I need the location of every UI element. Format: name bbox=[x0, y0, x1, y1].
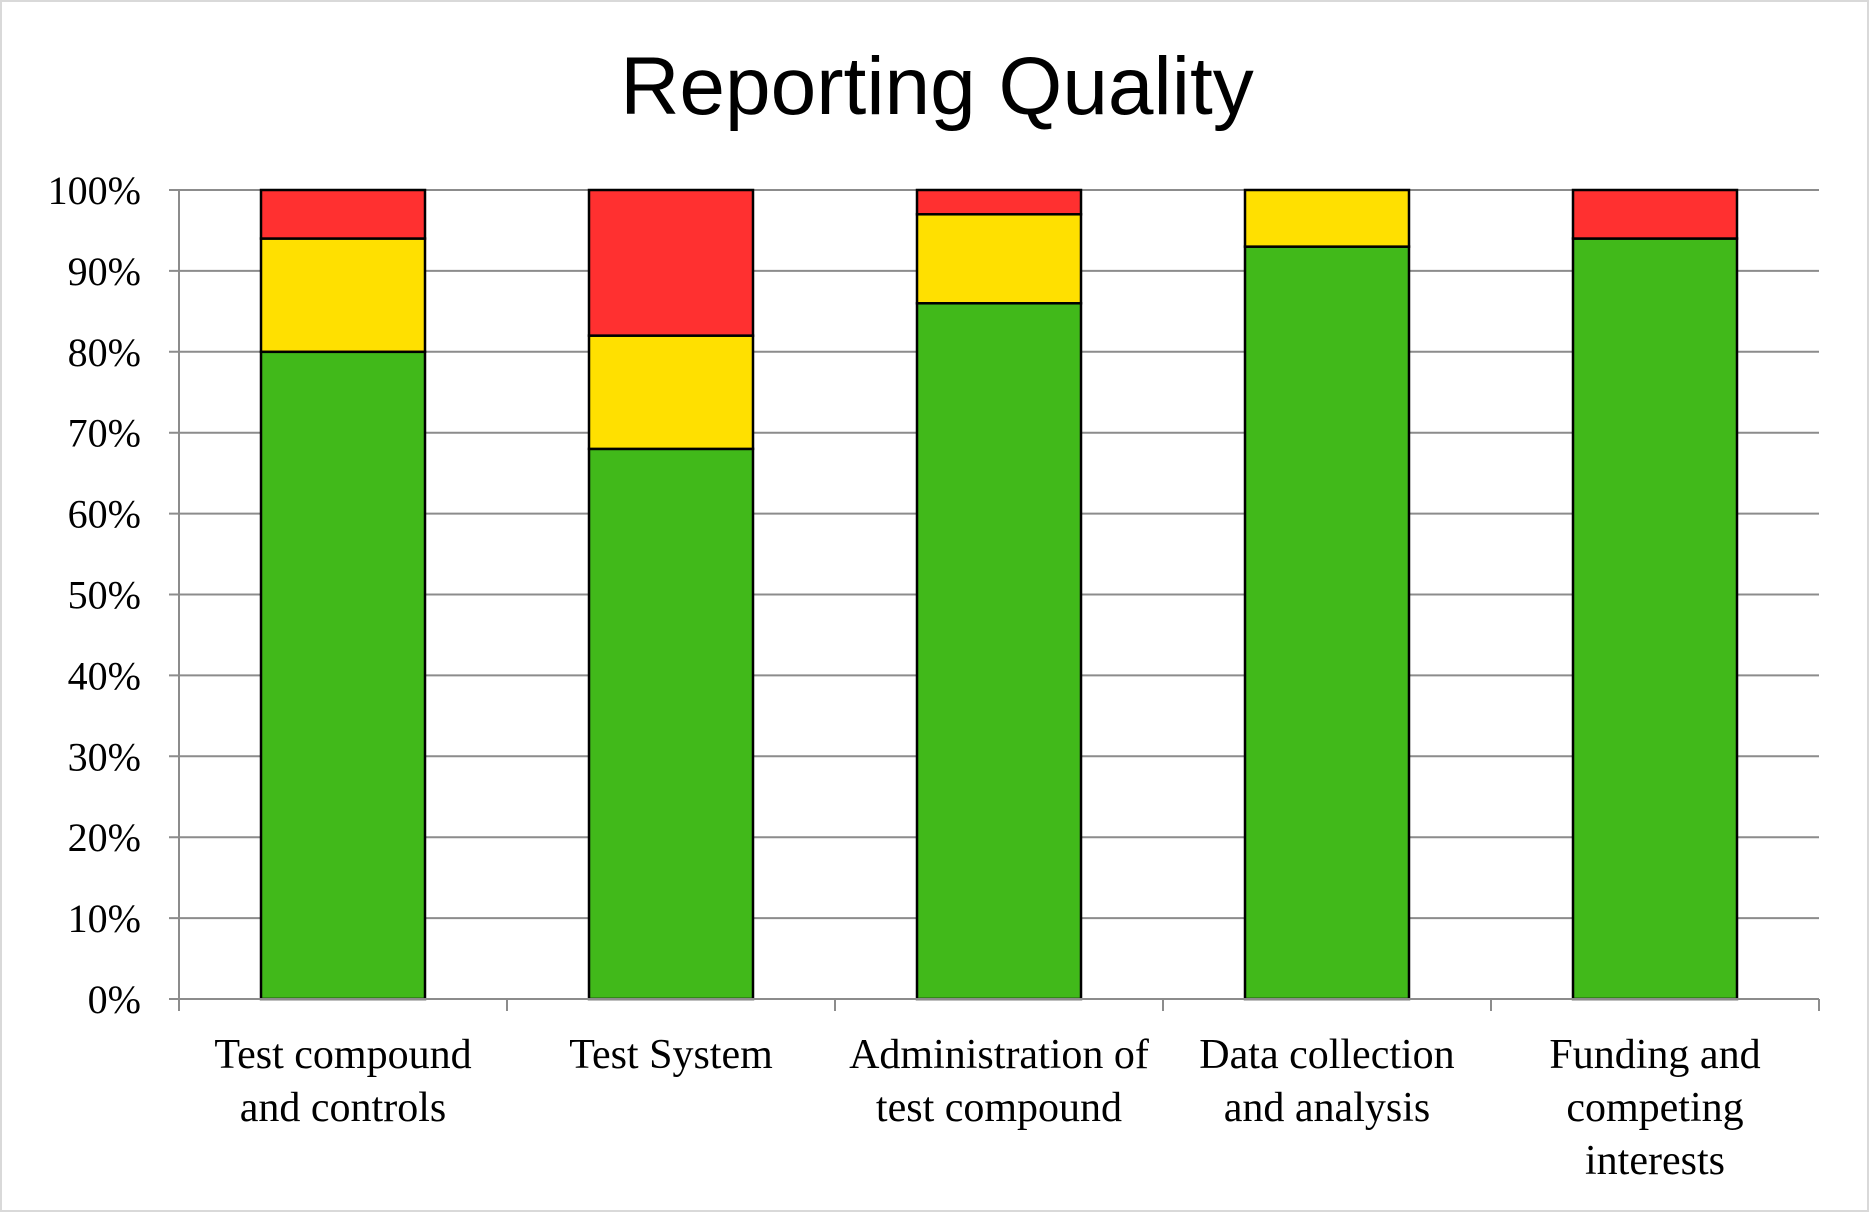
x-category-label: interests bbox=[1585, 1138, 1725, 1184]
y-tick-label: 50% bbox=[68, 573, 141, 618]
y-tick-label: 90% bbox=[68, 249, 141, 294]
x-category-label: and controls bbox=[240, 1085, 446, 1131]
x-category-label: Data collection bbox=[1199, 1032, 1454, 1078]
bar-segment-2-3 bbox=[587, 188, 755, 337]
x-category-label: and analysis bbox=[1224, 1085, 1430, 1131]
bar-segment-3-2 bbox=[915, 213, 1083, 305]
x-category-label: competing bbox=[1566, 1085, 1743, 1131]
bar-segment-3-1 bbox=[915, 302, 1083, 1001]
y-tick-label: 80% bbox=[68, 330, 141, 375]
x-category-label: Funding and bbox=[1549, 1032, 1760, 1078]
y-tick-label: 40% bbox=[68, 653, 141, 698]
chart-title: Reporting Quality bbox=[620, 41, 1254, 132]
bar-segment-1-2 bbox=[259, 237, 427, 354]
x-category-labels: Test compound and controls Test System Admi… bbox=[214, 1032, 1760, 1184]
y-tick-label: 60% bbox=[68, 492, 141, 537]
bar-segment-1-1 bbox=[259, 350, 427, 1001]
x-category-label: Test compound bbox=[214, 1032, 471, 1078]
bar-segment-2-2 bbox=[587, 334, 755, 451]
y-tick-label: 20% bbox=[68, 815, 141, 860]
bar-segment-3-3 bbox=[915, 188, 1083, 216]
bar-segment-2-1 bbox=[587, 447, 755, 1001]
bar-segment-4-1 bbox=[1243, 245, 1411, 1001]
x-category-label: Test System bbox=[569, 1032, 773, 1078]
y-tick-label: 100% bbox=[48, 168, 141, 213]
bar-segment-5-3 bbox=[1571, 188, 1739, 240]
bar-segment-4-2 bbox=[1243, 188, 1411, 248]
x-category-label: test compound bbox=[876, 1085, 1122, 1131]
y-tick-label: 70% bbox=[68, 411, 141, 456]
y-tick-label: 0% bbox=[88, 977, 141, 1022]
bar-segment-1-3 bbox=[259, 188, 427, 240]
bars bbox=[259, 188, 1739, 1001]
y-tick-label: 10% bbox=[68, 896, 141, 941]
x-category-label: Administration of bbox=[849, 1032, 1149, 1078]
axes bbox=[169, 190, 1820, 1011]
bar-segment-5-1 bbox=[1571, 237, 1739, 1001]
y-tick-labels: 0% 10% 20% 30% 40% 50% 60% 70% 80% 90% 100% bbox=[48, 168, 141, 1022]
y-tick-label: 30% bbox=[68, 734, 141, 779]
